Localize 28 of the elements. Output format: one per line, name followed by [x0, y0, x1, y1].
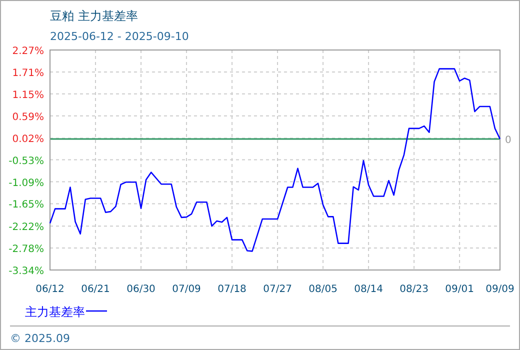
y-tick-label: -0.53%	[8, 156, 44, 167]
text: © 2025.09	[10, 332, 70, 345]
line-series	[49, 68, 501, 252]
y-tick-label: 0.59%	[12, 112, 44, 123]
y-tick-label: -2.78%	[8, 244, 44, 256]
y-tick-label: 2.27%	[12, 46, 44, 57]
y-tick-label: 1.15%	[12, 90, 44, 101]
x-tick-label: 06/30	[126, 284, 156, 295]
y-tick-label: -3.34%	[8, 266, 44, 277]
y-tick-label: 1.71%	[12, 68, 44, 79]
x-tick-label: 08/23	[400, 284, 428, 295]
y-tick-label: -1.65%	[8, 200, 44, 211]
y-tick-label: -2.22%	[8, 222, 44, 234]
x-tick-label: 09/01	[445, 284, 474, 295]
x-tick-label: 07/18	[218, 284, 246, 295]
chart-subtitle: 2025-06-12 - 2025-09-10	[50, 30, 189, 43]
chart-title: 豆粕 主力基差率	[50, 9, 138, 23]
x-tick-label: 08/05	[308, 284, 338, 295]
ref-line-label: 0	[505, 135, 512, 146]
x-tick-label: 06/12	[36, 284, 64, 295]
y-tick-label: 0.02%	[12, 134, 44, 146]
legend-label: 主力基差率	[25, 305, 85, 319]
y-tick-label: -1.09%	[8, 178, 44, 189]
x-tick-label: 08/14	[354, 284, 383, 295]
x-tick-label: 07/09	[172, 284, 201, 295]
x-tick-label: 09/09	[486, 284, 514, 295]
x-tick-label: 07/27	[263, 284, 292, 295]
x-tick-label: 06/21	[81, 284, 110, 295]
